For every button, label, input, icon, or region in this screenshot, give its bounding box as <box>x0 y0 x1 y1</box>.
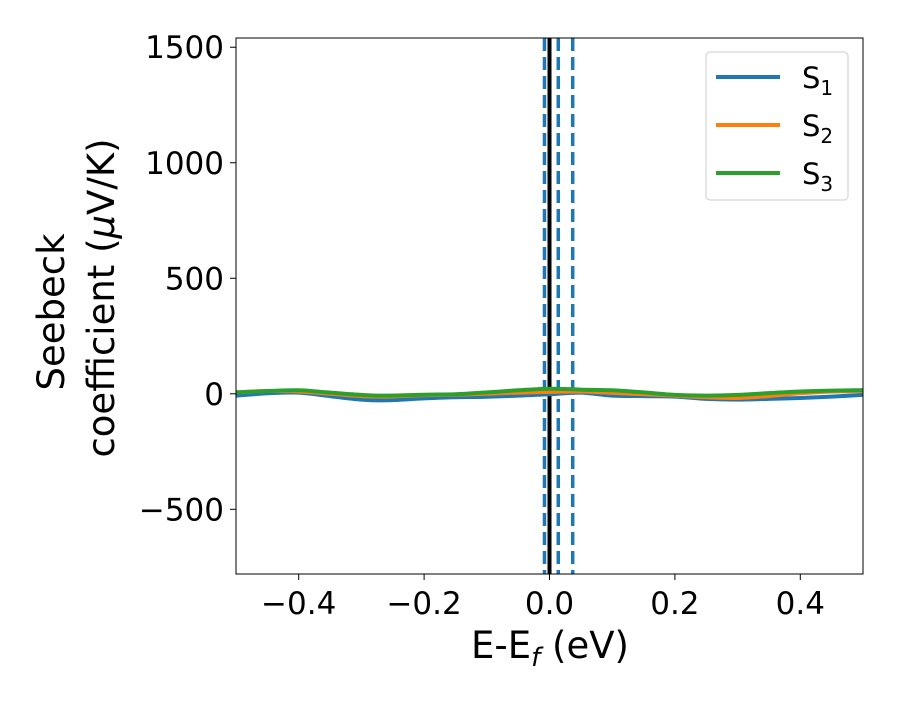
legend-label-s1: S1 <box>802 61 833 100</box>
x-axis-ticks: −0.4 −0.2 0.0 0.2 0.4 <box>261 574 825 622</box>
y-tick-label: −500 <box>139 492 224 528</box>
legend: S1 S2 S3 <box>705 51 849 201</box>
y-tick-label: 1500 <box>145 30 224 66</box>
x-tick-label: −0.2 <box>386 586 461 622</box>
reference-lines <box>542 38 575 574</box>
x-tick-label: 0.2 <box>650 586 699 622</box>
legend-label-s3: S3 <box>802 157 833 196</box>
y-axis-label-line1: Seebeck <box>30 233 73 391</box>
y-tick-label: 0 <box>204 377 224 413</box>
legend-label-s2: S2 <box>802 109 833 148</box>
x-axis-label-tail: (eV) <box>540 624 629 667</box>
x-axis-label-main: E-E <box>471 624 531 667</box>
x-tick-label: −0.4 <box>261 586 336 622</box>
y-axis-label: Seebeck coefficient (μV/K) <box>30 138 123 457</box>
y-tick-label: 1000 <box>145 146 224 182</box>
x-tick-label: 0.0 <box>525 586 574 622</box>
y-axis-label-line2: coefficient (μV/K) <box>80 138 123 457</box>
series-line-s3 <box>236 386 863 398</box>
y-tick-label: 500 <box>165 261 224 297</box>
y-axis-label-mu: μ <box>80 215 123 240</box>
x-axis-label: E-Ef (eV) <box>471 624 629 673</box>
x-tick-label: 0.4 <box>776 586 825 622</box>
series-line-s1 <box>236 390 863 403</box>
y-axis-ticks: −500 0 500 1000 1500 <box>139 30 236 528</box>
series-layer <box>236 386 863 403</box>
